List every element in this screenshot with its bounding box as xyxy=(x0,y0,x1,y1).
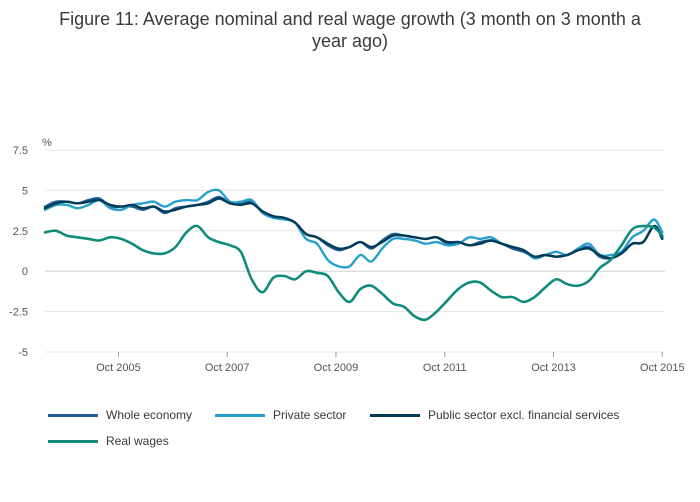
x-tick-label: Oct 2011 xyxy=(423,362,467,374)
legend-swatch-whole-economy xyxy=(48,413,98,417)
y-tick-label: -5 xyxy=(18,347,28,359)
gridlines xyxy=(45,149,665,353)
y-tick-label: 2.5 xyxy=(13,226,28,238)
x-tick-label: Oct 2005 xyxy=(96,362,141,374)
legend-swatch-public-sector xyxy=(370,413,420,417)
legend-item-real-wages[interactable]: Real wages xyxy=(48,434,169,448)
x-tick-label: Oct 2013 xyxy=(531,362,576,374)
y-axis-unit-label: % xyxy=(42,137,52,149)
chart-title-line-1: Figure 11: Average nominal and real wage… xyxy=(59,9,641,29)
legend-label-public-sector: Public sector excl. financial services xyxy=(428,408,620,422)
x-tick-label: Oct 2007 xyxy=(205,362,250,374)
x-tick-label: Oct 2009 xyxy=(314,362,359,374)
series-line-private-sector[interactable] xyxy=(43,188,664,269)
y-tick-label: 7.5 xyxy=(13,145,28,157)
line-chart: 7.552.50-2.5-5 Oct 2005 Oct 2007 Oct 2009 O… xyxy=(9,137,685,374)
chart-title-line-2: year ago) xyxy=(311,31,389,51)
legend-item-private-sector[interactable]: Private sector xyxy=(215,408,346,422)
y-tick-label: -2.5 xyxy=(9,307,28,319)
legend-item-public-sector[interactable]: Public sector excl. financial services xyxy=(370,408,619,422)
x-axis-ticks: Oct 2005 Oct 2007 Oct 2009 Oct 2011 Oct 2013… xyxy=(96,352,685,374)
y-tick-label: 0 xyxy=(22,266,28,278)
chart-title: Figure 11: Average nominal and real wage… xyxy=(0,8,700,52)
legend-swatch-real-wages xyxy=(48,439,98,443)
series-line-public-sector-excl-financial-services[interactable] xyxy=(43,197,664,260)
series-lines xyxy=(43,188,664,322)
legend-item-whole-economy[interactable]: Whole economy xyxy=(48,408,192,422)
series-line-real-wages[interactable] xyxy=(43,224,664,322)
legend-swatch-private-sector xyxy=(215,413,265,417)
y-tick-label: 5 xyxy=(22,185,28,197)
x-tick-label: Oct 2015 xyxy=(640,362,685,374)
legend-label-whole-economy: Whole economy xyxy=(106,408,193,422)
y-axis-tick-labels: 7.5 5 2.5 0 -2.5 -5 xyxy=(9,145,28,359)
legend-label-real-wages: Real wages xyxy=(106,434,169,448)
legend-label-private-sector: Private sector xyxy=(273,408,347,422)
